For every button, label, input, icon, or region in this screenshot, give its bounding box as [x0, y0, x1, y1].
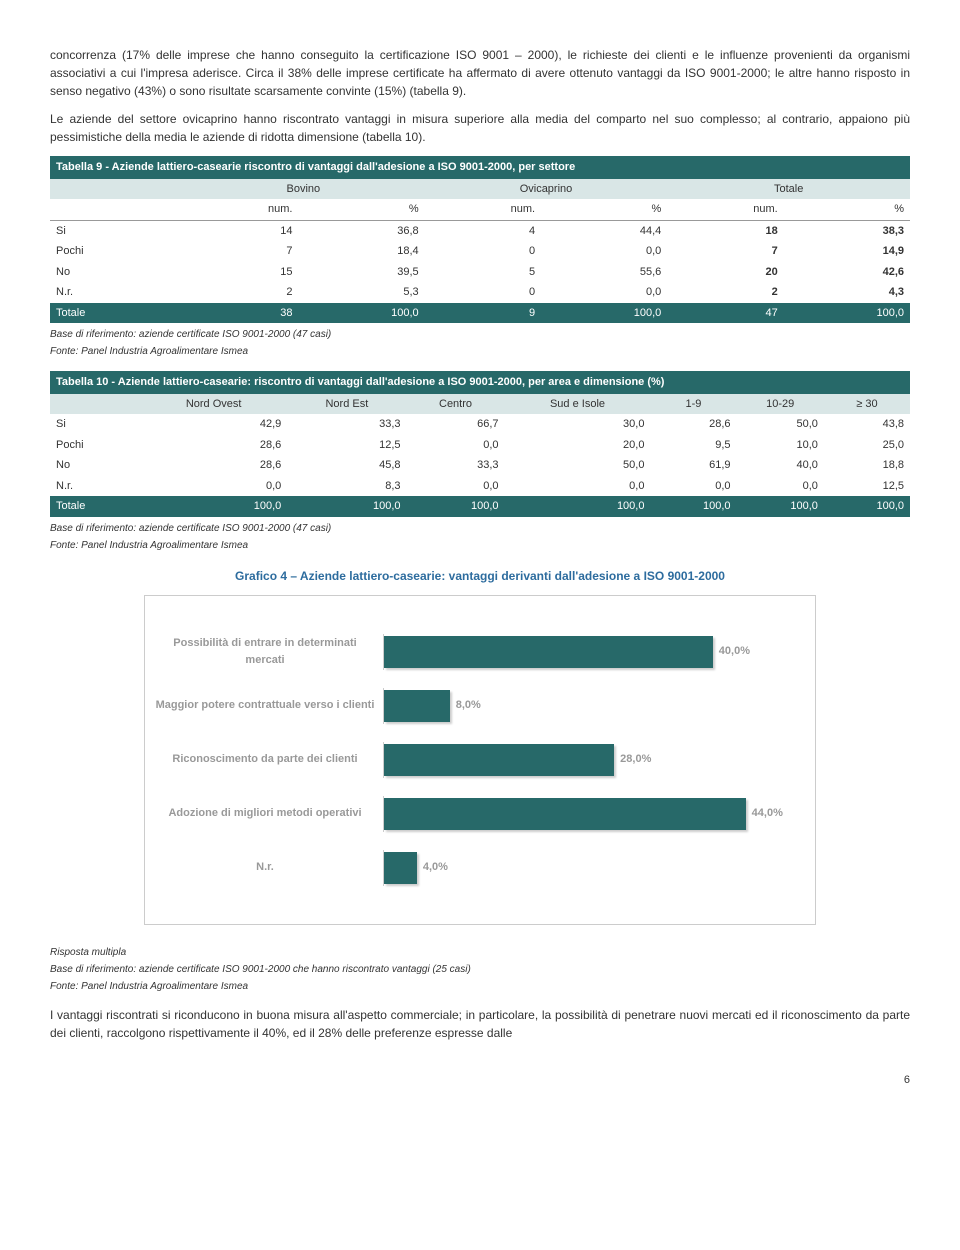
chart-bar-label: Riconoscimento da parte dei clienti: [155, 751, 383, 768]
table9-col: num.: [667, 199, 783, 220]
table-row: No1539,5555,62042,6: [50, 262, 910, 283]
table9: Bovino Ovicaprino Totale num. % num. % n…: [50, 179, 910, 324]
chart-bar: [384, 852, 417, 884]
table-row: N.r.0,08,30,00,00,00,012,5: [50, 476, 910, 497]
chart-bar-value: 4,0%: [423, 859, 448, 876]
chart-bar-row: Maggior potere contrattuale verso i clie…: [155, 688, 795, 724]
chart-bar: [384, 798, 746, 830]
chart-bar-value: 28,0%: [620, 751, 651, 768]
table9-group-bovino: Bovino: [182, 179, 425, 200]
chart-bar-label: N.r.: [155, 859, 383, 876]
chart-bar-row: Possibilità di entrare in determinati me…: [155, 634, 795, 670]
chart-bar-label: Maggior potere contrattuale verso i clie…: [155, 697, 383, 714]
table-row: Pochi718,400,0714,9: [50, 241, 910, 262]
chart-4: Possibilità di entrare in determinati me…: [144, 595, 816, 925]
table-row: N.r.25,300,024,3: [50, 282, 910, 303]
table10-note1: Base di riferimento: aziende certificate…: [50, 521, 910, 536]
paragraph-1: concorrenza (17% delle imprese che hanno…: [50, 46, 910, 100]
table9-col: %: [784, 199, 910, 220]
chart-bar-label: Adozione di migliori metodi operativi: [155, 805, 383, 822]
table9-group-totale: Totale: [667, 179, 910, 200]
table9-col: num.: [182, 199, 298, 220]
chart-note1: Base di riferimento: aziende certificate…: [50, 962, 910, 977]
table9-col: %: [298, 199, 424, 220]
table-row: Si42,933,366,730,028,650,043,8: [50, 414, 910, 435]
chart-note2: Fonte: Panel Industria Agroalimentare Is…: [50, 979, 910, 994]
paragraph-3: I vantaggi riscontrati si riconducono in…: [50, 1006, 910, 1042]
paragraph-2: Le aziende del settore ovicaprino hanno …: [50, 110, 910, 146]
table-row: Si1436,8444,41838,3: [50, 220, 910, 241]
table10-note2: Fonte: Panel Industria Agroalimentare Is…: [50, 538, 910, 553]
table9-col: num.: [425, 199, 541, 220]
chart-bar-value: 44,0%: [752, 805, 783, 822]
table9-col: %: [541, 199, 667, 220]
chart-title: Grafico 4 – Aziende lattiero-casearie: v…: [50, 567, 910, 585]
table9-note1: Base di riferimento: aziende certificate…: [50, 327, 910, 342]
chart-bar-value: 40,0%: [719, 643, 750, 660]
chart-note0: Risposta multipla: [50, 945, 910, 960]
chart-bar: [384, 744, 614, 776]
table-row: Pochi28,612,50,020,09,510,025,0: [50, 435, 910, 456]
chart-bar-label: Possibilità di entrare in determinati me…: [155, 635, 383, 668]
table9-title: Tabella 9 - Aziende lattiero-casearie ri…: [50, 156, 910, 179]
chart-bar: [384, 636, 713, 668]
page-number: 6: [50, 1072, 910, 1089]
table9-group-ovicaprino: Ovicaprino: [425, 179, 668, 200]
chart-bar: [384, 690, 450, 722]
chart-bar-row: Riconoscimento da parte dei clienti 28,0%: [155, 742, 795, 778]
chart-bar-row: Adozione di migliori metodi operativi 44,…: [155, 796, 795, 832]
table9-note2: Fonte: Panel Industria Agroalimentare Is…: [50, 344, 910, 359]
table10: Nord OvestNord EstCentroSud e Isole1-910…: [50, 394, 910, 517]
table-row: No28,645,833,350,061,940,018,8: [50, 455, 910, 476]
table10-title: Tabella 10 - Aziende lattiero-casearie: …: [50, 371, 910, 394]
chart-bar-row: N.r. 4,0%: [155, 850, 795, 886]
chart-bar-value: 8,0%: [456, 697, 481, 714]
